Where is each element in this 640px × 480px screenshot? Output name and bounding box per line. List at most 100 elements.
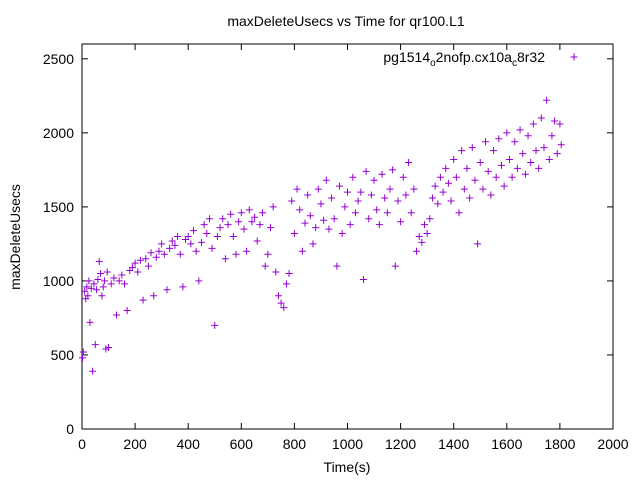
- data-point: [123, 307, 131, 315]
- data-point: [261, 262, 269, 270]
- data-point: [304, 191, 312, 199]
- legend-name-sub1: o: [430, 58, 436, 69]
- data-point: [452, 173, 460, 181]
- data-point: [357, 188, 365, 196]
- y-axis-ticks: 0 500 1000 1500 2000 2500: [43, 51, 613, 437]
- data-point: [312, 224, 320, 232]
- legend-marker-glyph: [570, 53, 578, 61]
- data-point: [383, 209, 391, 217]
- data-point: [341, 203, 349, 211]
- data-point: [155, 247, 163, 255]
- data-point: [95, 258, 103, 266]
- data-point: [248, 218, 256, 226]
- data-point: [221, 255, 229, 263]
- data-point: [93, 286, 101, 294]
- data-point: [293, 185, 301, 193]
- data-point: [208, 244, 216, 252]
- data-point: [277, 299, 285, 307]
- data-point: [282, 280, 290, 288]
- y-tick-label: 1000: [43, 273, 74, 289]
- data-point: [152, 253, 160, 261]
- data-point: [466, 194, 474, 202]
- data-point: [184, 233, 192, 240]
- data-point: [535, 164, 543, 172]
- data-point: [511, 138, 519, 146]
- data-point: [97, 270, 105, 278]
- data-point: [540, 144, 548, 152]
- data-point: [171, 241, 179, 249]
- data-point: [328, 194, 336, 202]
- data-point: [359, 275, 367, 283]
- data-point: [428, 194, 436, 202]
- data-point: [386, 185, 394, 193]
- data-point: [91, 341, 99, 349]
- x-tick-label: 1800: [544, 436, 575, 452]
- data-point: [460, 185, 468, 193]
- data-point: [336, 182, 344, 190]
- x-tick-label: 800: [283, 436, 307, 452]
- data-point: [243, 247, 251, 255]
- data-point: [490, 147, 498, 155]
- data-point: [492, 173, 500, 181]
- data-point: [436, 173, 444, 181]
- data-point: [434, 200, 442, 208]
- data-point: [519, 150, 527, 158]
- data-point: [227, 210, 235, 218]
- data-point: [240, 225, 248, 233]
- data-point: [487, 191, 495, 199]
- data-point: [516, 126, 524, 134]
- data-point: [543, 96, 551, 104]
- y-tick-label: 2000: [43, 125, 74, 141]
- data-point: [272, 268, 280, 276]
- data-point: [280, 304, 288, 312]
- data-point: [420, 221, 428, 229]
- data-point: [524, 132, 532, 140]
- x-tick-label: 400: [177, 436, 201, 452]
- data-point: [344, 188, 351, 196]
- data-point: [211, 321, 219, 329]
- data-point: [397, 218, 405, 226]
- data-point: [235, 218, 243, 226]
- data-point: [354, 197, 362, 205]
- data-point: [402, 191, 410, 199]
- data-point: [267, 224, 275, 232]
- data-point: [274, 292, 282, 300]
- data-point: [471, 176, 479, 184]
- data-point: [99, 283, 107, 291]
- data-point: [84, 292, 92, 300]
- data-point: [346, 221, 354, 229]
- data-point: [131, 259, 139, 267]
- data-point: [197, 238, 205, 246]
- data-point: [81, 287, 89, 295]
- data-point: [508, 173, 516, 181]
- data-point: [537, 114, 545, 122]
- data-point: [468, 144, 476, 152]
- data-point: [551, 117, 559, 125]
- data-point: [482, 138, 490, 146]
- data-point: [444, 179, 452, 187]
- data-point: [529, 120, 537, 128]
- data-point: [365, 215, 373, 223]
- data-point: [378, 170, 386, 178]
- data-point: [219, 215, 227, 223]
- data-point: [101, 277, 109, 285]
- legend-marker: [570, 53, 578, 61]
- data-point: [556, 120, 564, 128]
- data-point: [264, 250, 272, 258]
- data-point: [545, 156, 553, 163]
- x-tick-label: 2000: [597, 436, 628, 452]
- data-point: [251, 213, 259, 221]
- x-tick-label: 1600: [491, 436, 522, 452]
- y-tick-label: 500: [51, 347, 75, 363]
- data-point: [107, 280, 115, 288]
- data-point: [229, 233, 237, 240]
- data-point: [245, 206, 253, 214]
- data-point: [87, 284, 95, 292]
- legend-name-sub2: c: [512, 58, 517, 69]
- data-point: [505, 156, 513, 163]
- data-point: [113, 311, 121, 319]
- data-point: [150, 292, 158, 300]
- data-point: [513, 164, 521, 172]
- data-point: [405, 158, 413, 166]
